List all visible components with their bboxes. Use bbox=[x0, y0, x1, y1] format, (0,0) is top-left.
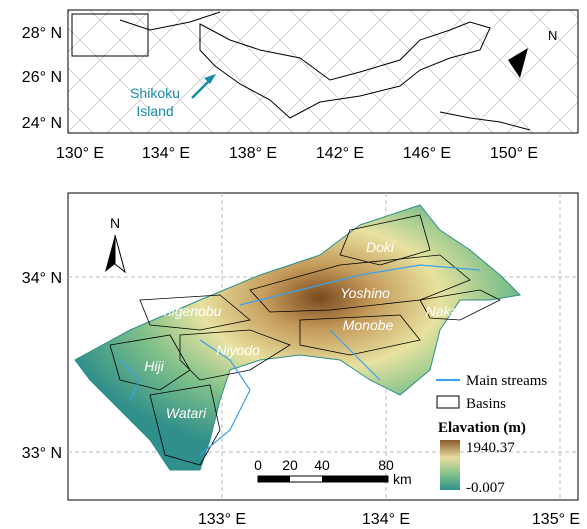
lat-label: 26° N bbox=[22, 69, 62, 86]
basin-label: Watari bbox=[166, 405, 207, 421]
lon-label: 135° E bbox=[532, 511, 580, 528]
legend-title: Elavation (m) bbox=[438, 420, 526, 436]
lat-label: 28° N bbox=[22, 25, 62, 42]
lat-label: 24° N bbox=[22, 115, 62, 132]
scale-label: 80 bbox=[378, 457, 394, 473]
colorbar-label: 1940.37 bbox=[466, 440, 515, 456]
detail-panel: Doki Yoshino Shigenobu Niyodo Monobe Nak… bbox=[22, 193, 580, 528]
lon-label: 133° E bbox=[198, 511, 246, 528]
lon-label: 142° E bbox=[316, 145, 364, 162]
scale-bar bbox=[258, 476, 290, 482]
scale-label: 40 bbox=[314, 457, 330, 473]
lon-label: 150° E bbox=[490, 145, 538, 162]
figure: 28° N 26° N 24° N 130° E 134° E 138° E 1… bbox=[0, 0, 587, 529]
colorbar-label: -0.007 bbox=[466, 480, 505, 496]
basin-label: Naka bbox=[426, 303, 459, 319]
basin-label: Hiji bbox=[144, 358, 164, 374]
scale-bar bbox=[322, 476, 388, 482]
north-label: N bbox=[548, 28, 557, 43]
legend-label: Basins bbox=[466, 396, 506, 412]
colorbar bbox=[440, 440, 460, 490]
scale-unit: km bbox=[393, 471, 412, 487]
scale-label: 0 bbox=[254, 457, 262, 473]
callout-text: Shikoku bbox=[130, 85, 180, 101]
lon-label: 134° E bbox=[362, 511, 410, 528]
lat-label: 33° N bbox=[22, 445, 62, 462]
basin-label: Doki bbox=[366, 239, 395, 255]
north-label: N bbox=[110, 215, 120, 231]
lon-label: 134° E bbox=[142, 145, 190, 162]
basin-label: Yoshino bbox=[340, 285, 390, 301]
basin-label: Monobe bbox=[343, 317, 394, 333]
lat-label: 34° N bbox=[22, 270, 62, 287]
callout-text: Island bbox=[136, 103, 173, 119]
overview-panel: 28° N 26° N 24° N 130° E 134° E 138° E 1… bbox=[22, 10, 578, 162]
legend-swatch bbox=[437, 396, 459, 408]
lon-label: 146° E bbox=[403, 145, 451, 162]
basin-label: Shigenobu bbox=[155, 303, 222, 319]
legend-label: Main streams bbox=[466, 373, 547, 389]
basin-label: Niyodo bbox=[216, 342, 260, 358]
lon-label: 130° E bbox=[56, 145, 104, 162]
scale-label: 20 bbox=[282, 457, 298, 473]
lon-label: 138° E bbox=[229, 145, 277, 162]
